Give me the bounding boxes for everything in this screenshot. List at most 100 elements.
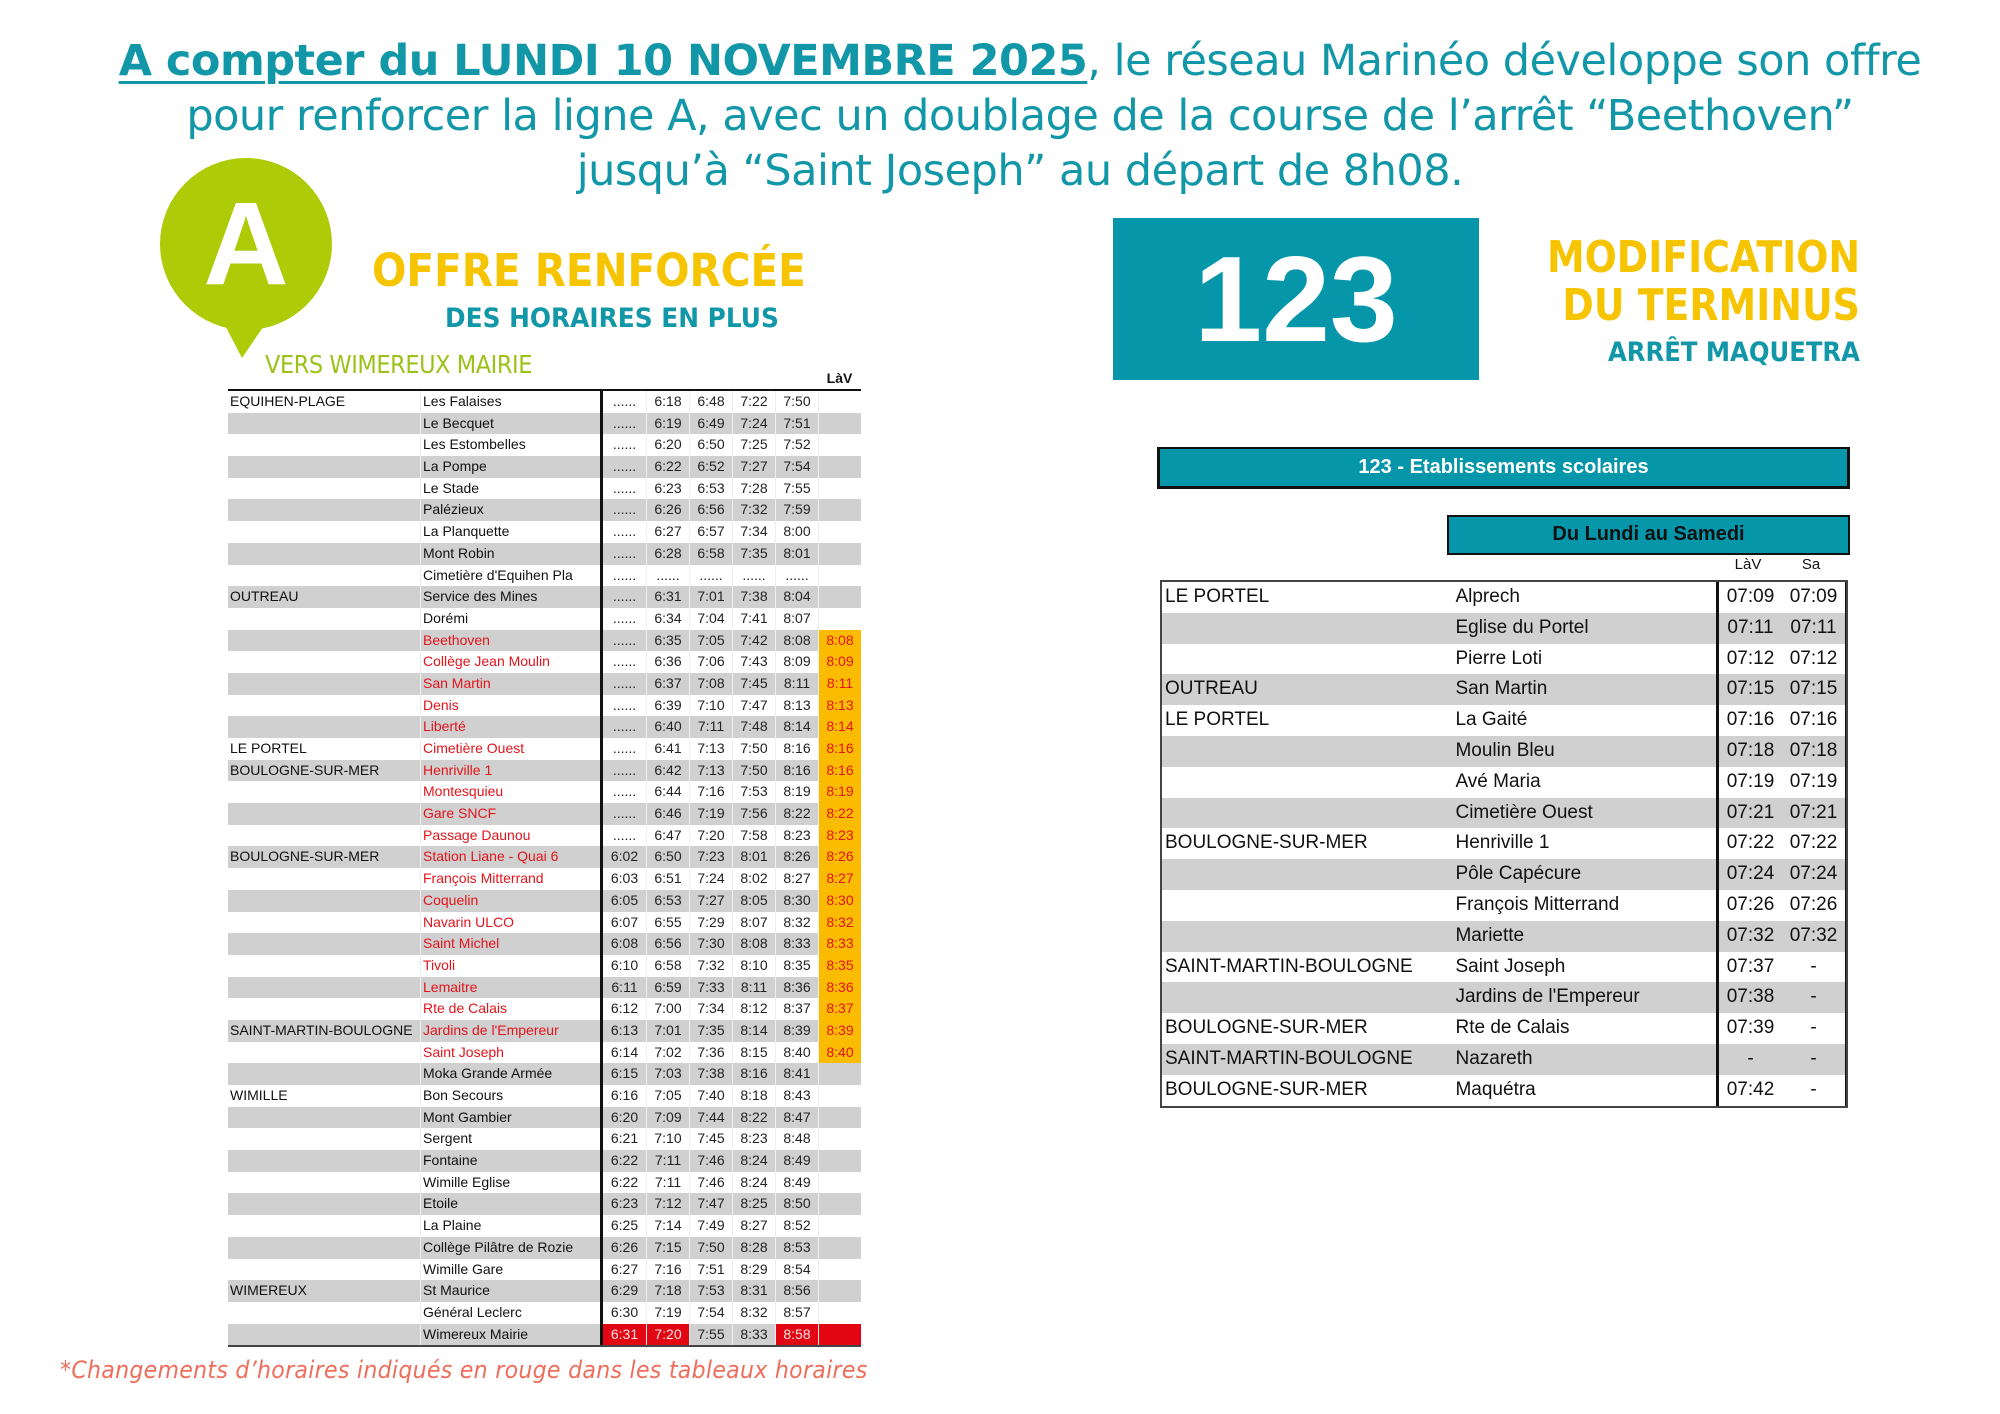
time-cell bbox=[818, 1128, 861, 1151]
time-cell: 6:02 bbox=[610, 848, 639, 865]
table-row: LE PORTEL La Gaité 07:16 07:16 bbox=[1162, 705, 1846, 736]
time-cell: 6:27 bbox=[610, 1260, 639, 1277]
time-cell: 6:16 bbox=[610, 1087, 639, 1103]
table-row: Eglise du Portel 07:11 07:11 bbox=[1162, 612, 1846, 644]
time-cell: 6:39 bbox=[646, 694, 689, 717]
time-cell: 7:42 bbox=[732, 629, 775, 652]
time-cell bbox=[818, 1301, 861, 1324]
stop-cell: Beethoven bbox=[420, 629, 600, 652]
time-cell: 7:54 bbox=[775, 456, 818, 478]
table-row: Gare SNCF...... 6:46 7:19 7:56 8:22 8:22 bbox=[228, 803, 861, 825]
times-group: ...... 6:23 6:53 7:28 7:55 bbox=[600, 477, 861, 500]
stop-cell: Eglise du Portel bbox=[1455, 616, 1589, 638]
table-row: Mont Robin...... 6:28 6:58 7:35 8:01 bbox=[228, 542, 861, 565]
time-cell: 8:02 bbox=[732, 868, 775, 890]
time-cell: ...... bbox=[612, 414, 637, 431]
time-cell: 7:50 bbox=[732, 738, 775, 760]
time-cell: ...... bbox=[612, 674, 637, 691]
time-cell-sa: 07:12 bbox=[1789, 647, 1838, 669]
times-group: 6:22 7:11 7:46 8:24 8:49 bbox=[600, 1171, 861, 1194]
time-cell: 6:59 bbox=[646, 976, 689, 999]
time-cell-sa: 07:09 bbox=[1789, 586, 1838, 607]
town-cell: WIMILLE bbox=[230, 1087, 288, 1103]
stop-cell: Mont Gambier bbox=[420, 1106, 600, 1129]
town-cell: BOULOGNE-SUR-MER bbox=[230, 761, 380, 778]
town-cell bbox=[228, 521, 420, 543]
times-group: 07:12 07:12 bbox=[1716, 643, 1846, 675]
town-cell bbox=[228, 781, 420, 803]
table-row: Mont Gambier 6:20 7:09 7:44 8:22 8:47 bbox=[228, 1106, 861, 1129]
town-cell bbox=[228, 1063, 420, 1085]
town-cell bbox=[228, 977, 420, 999]
time-cell-lav: 07:26 bbox=[1726, 893, 1775, 915]
time-cell: 6:22 bbox=[610, 1152, 639, 1169]
notice-line2: DU TERMINUS bbox=[1562, 280, 1860, 331]
stop-cell: Montesquieu bbox=[420, 781, 600, 804]
time-cell-lav: 07:12 bbox=[1726, 647, 1775, 669]
town-cell bbox=[1162, 798, 1453, 829]
time-cell: 7:05 bbox=[689, 629, 732, 652]
town-cell bbox=[228, 933, 420, 955]
time-cell: 8:27 bbox=[818, 868, 861, 890]
time-cell: 7:53 bbox=[732, 781, 775, 804]
time-cell: 7:52 bbox=[775, 434, 818, 457]
town-cell bbox=[228, 825, 420, 847]
time-cell: 8:31 bbox=[732, 1280, 775, 1302]
time-cell: 8:49 bbox=[775, 1171, 818, 1194]
time-cell: 7:20 bbox=[689, 824, 732, 847]
time-cell: 8:33 bbox=[775, 933, 818, 955]
time-cell: 6:49 bbox=[689, 412, 732, 435]
time-cell: 7:32 bbox=[689, 954, 732, 977]
time-cell: 8:16 bbox=[775, 759, 818, 782]
times-group: 07:22 07:22 bbox=[1716, 828, 1846, 860]
times-group: 6:15 7:03 7:38 8:16 8:41 bbox=[600, 1063, 861, 1085]
time-cell: 6:14 bbox=[610, 1043, 639, 1060]
time-cell: 8:27 bbox=[775, 868, 818, 890]
time-cell: ...... bbox=[612, 501, 637, 518]
time-cell: 7:46 bbox=[689, 1171, 732, 1194]
table-row: WIMEREUX St Maurice 6:29 7:18 7:53 8:31 8:56 bbox=[228, 1280, 861, 1302]
table-row: Jardins de l'Empereur 07:38 - bbox=[1162, 982, 1846, 1014]
time-cell: ...... bbox=[612, 523, 637, 540]
notice-line3: ARRÊT MAQUETRA bbox=[1608, 337, 1860, 368]
time-cell: 7:10 bbox=[646, 1128, 689, 1151]
time-cell: ...... bbox=[612, 696, 637, 713]
time-cell: 8:30 bbox=[818, 889, 861, 912]
table-row: Wimille Gare 6:27 7:16 7:51 8:29 8:54 bbox=[228, 1258, 861, 1281]
time-cell: 6:10 bbox=[610, 956, 639, 973]
time-cell: 8:15 bbox=[732, 1041, 775, 1064]
town-cell bbox=[228, 695, 420, 717]
stop-cell: Jardins de l'Empereur bbox=[1455, 986, 1640, 1008]
time-cell: 8:09 bbox=[775, 651, 818, 673]
stop-cell: Rte de Calais bbox=[1455, 1017, 1570, 1039]
time-cell bbox=[818, 1063, 861, 1085]
time-cell-sa: 07:24 bbox=[1789, 863, 1838, 885]
table-row: Tivoli 6:10 6:58 7:32 8:10 8:35 8:35 bbox=[228, 954, 861, 977]
time-cell: ...... bbox=[775, 564, 818, 587]
time-cell bbox=[818, 1106, 861, 1129]
time-cell: 7:25 bbox=[732, 434, 775, 457]
stop-cell: Station Liane - Quai 6 bbox=[420, 846, 600, 869]
time-cell: 6:56 bbox=[689, 499, 732, 522]
time-cell: 7:24 bbox=[732, 412, 775, 435]
time-cell: 8:01 bbox=[775, 542, 818, 565]
time-cell: 6:26 bbox=[610, 1238, 639, 1255]
time-cell-lav: 07:42 bbox=[1726, 1078, 1775, 1100]
town-cell bbox=[228, 1259, 420, 1281]
time-cell: 6:53 bbox=[646, 889, 689, 912]
table-row: Mariette 07:32 07:32 bbox=[1162, 920, 1846, 952]
times-group: 6:25 7:14 7:49 8:27 8:52 bbox=[600, 1215, 861, 1237]
times-group: ...... 6:41 7:13 7:50 8:16 8:16 bbox=[600, 738, 861, 760]
time-cell: 8:35 bbox=[775, 954, 818, 977]
times-group: 6:11 6:59 7:33 8:11 8:36 8:36 bbox=[600, 976, 861, 999]
time-cell: 7:19 bbox=[646, 1301, 689, 1324]
time-cell: 8:57 bbox=[775, 1301, 818, 1324]
table-row: Moka Grande Armée 6:15 7:03 7:38 8:16 8:41 bbox=[228, 1063, 861, 1085]
time-cell: 8:32 bbox=[775, 911, 818, 934]
time-cell bbox=[818, 1323, 861, 1346]
time-cell-lav: 07:38 bbox=[1726, 986, 1775, 1008]
time-cell: 6:31 bbox=[603, 1323, 646, 1346]
time-cell: 8:32 bbox=[818, 911, 861, 934]
time-cell-sa: 07:21 bbox=[1789, 801, 1838, 823]
time-cell: ...... bbox=[612, 458, 637, 475]
